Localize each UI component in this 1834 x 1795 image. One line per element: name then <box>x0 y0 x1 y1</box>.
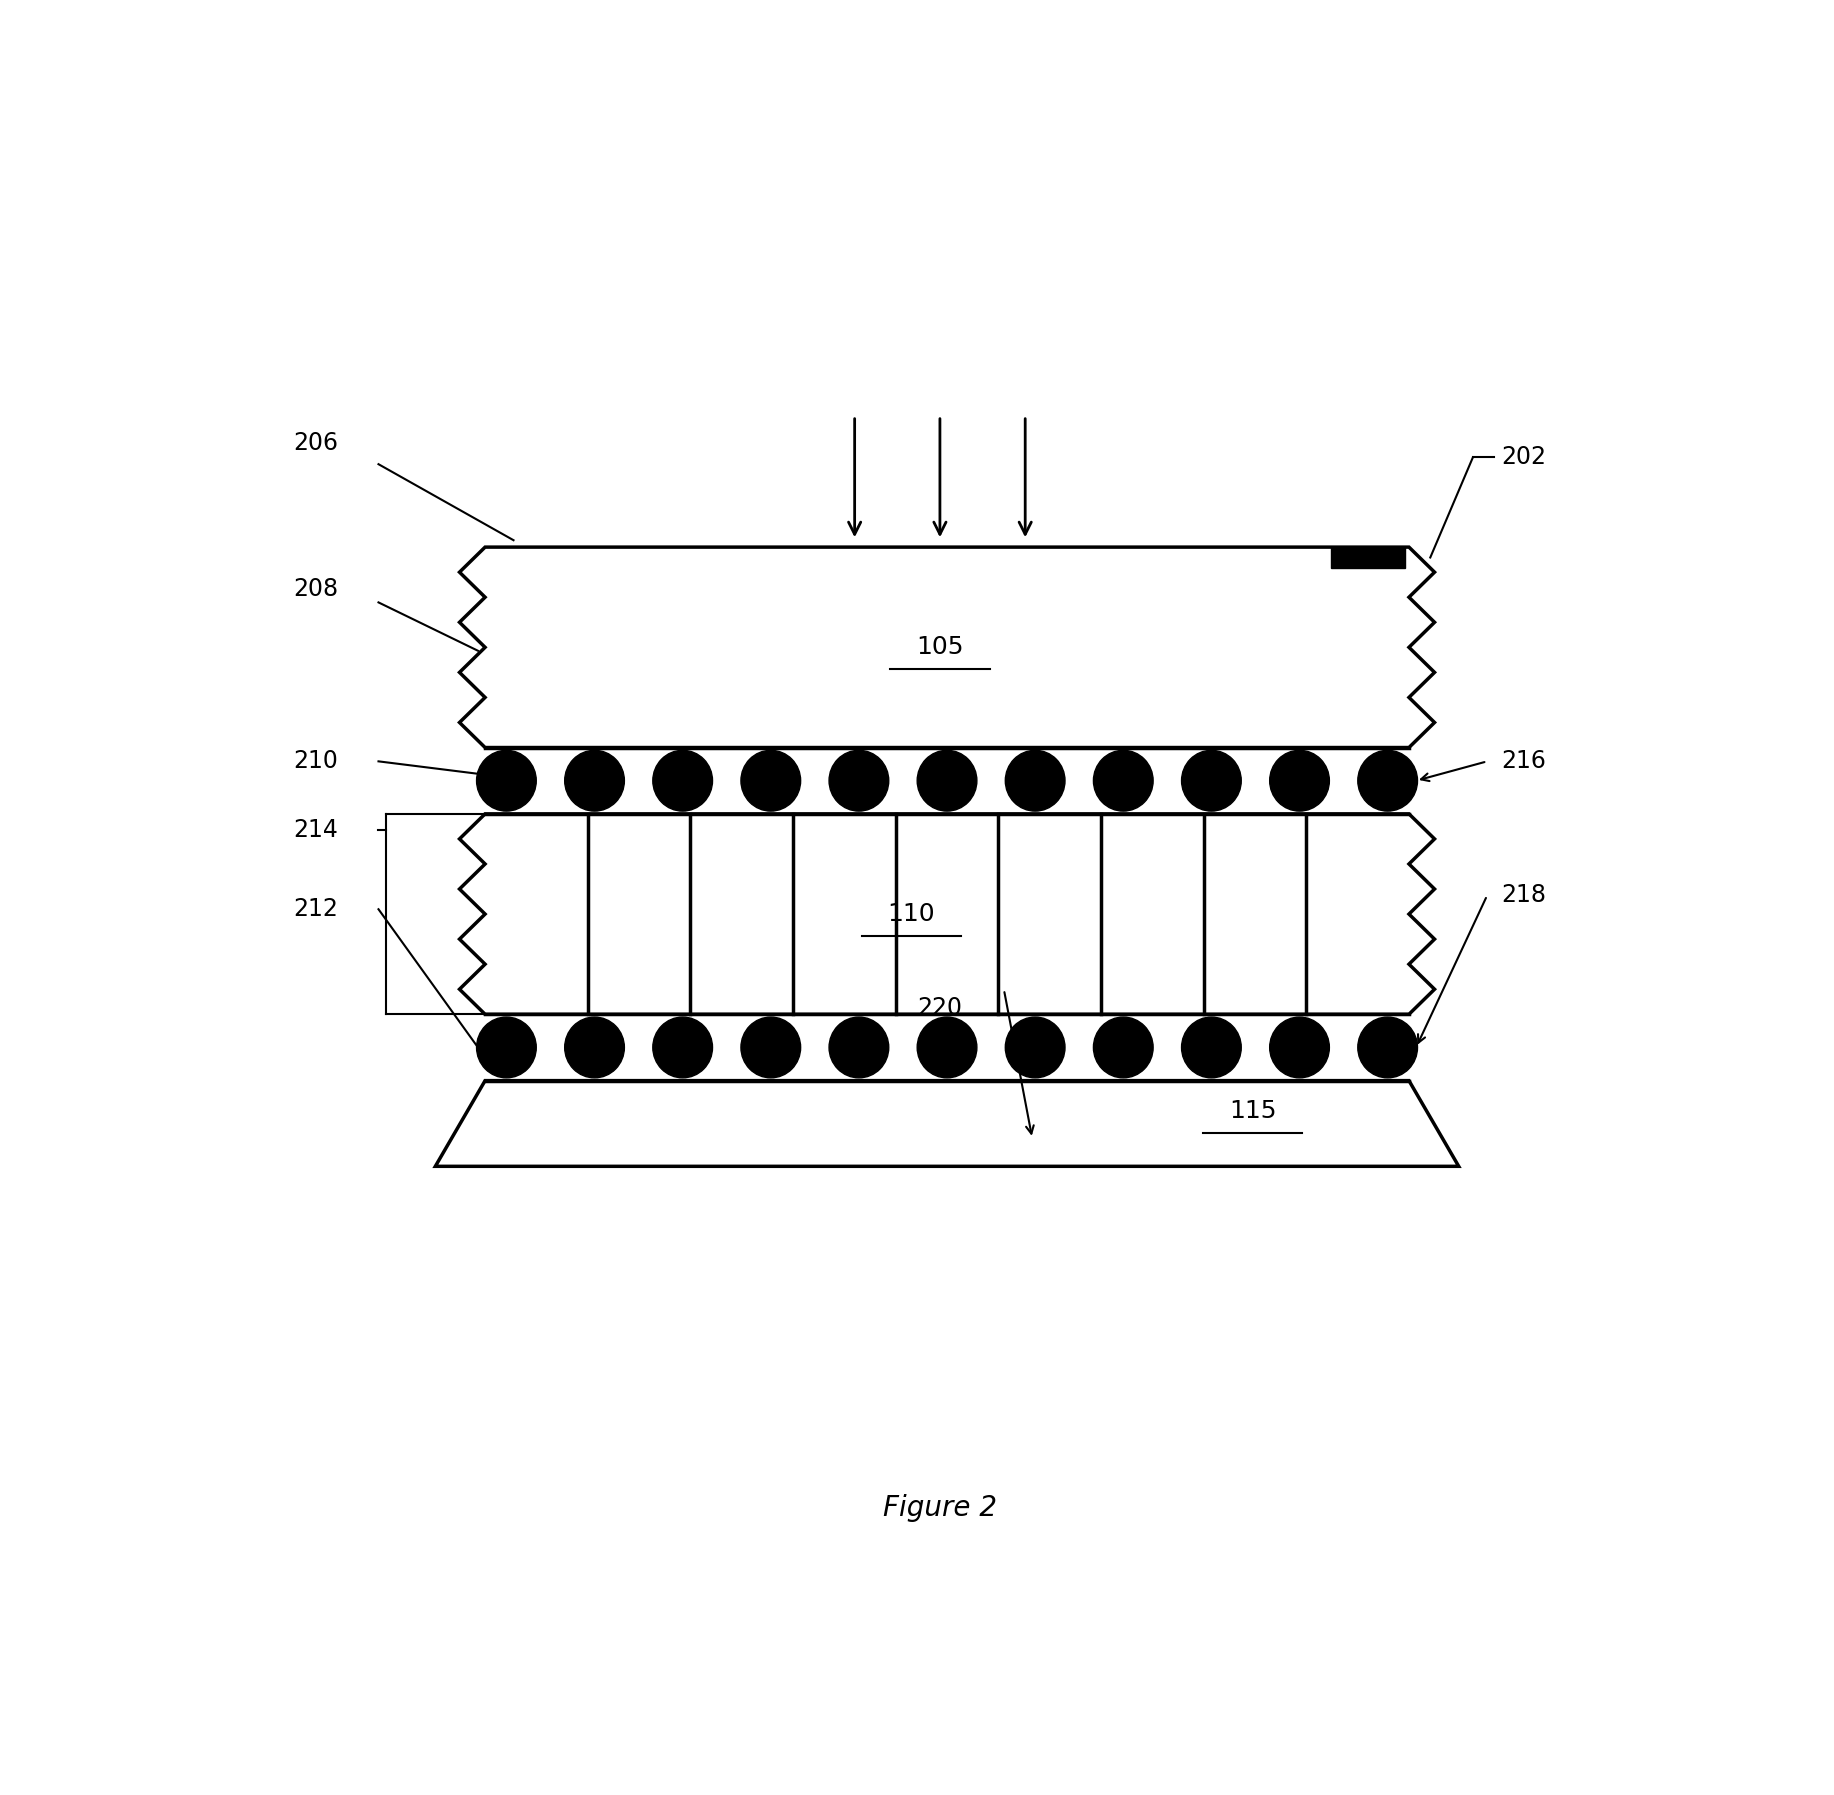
Ellipse shape <box>1269 750 1330 811</box>
Ellipse shape <box>565 1018 624 1077</box>
Text: 110: 110 <box>888 903 935 926</box>
Polygon shape <box>435 1081 1458 1167</box>
Ellipse shape <box>565 750 624 811</box>
Ellipse shape <box>1357 1018 1418 1077</box>
Text: 208: 208 <box>293 576 337 601</box>
Ellipse shape <box>1181 1018 1242 1077</box>
Ellipse shape <box>653 1018 712 1077</box>
Text: 210: 210 <box>293 749 337 774</box>
Ellipse shape <box>1269 1018 1330 1077</box>
Ellipse shape <box>1005 750 1066 811</box>
Ellipse shape <box>741 1018 801 1077</box>
Ellipse shape <box>1181 750 1242 811</box>
Text: 202: 202 <box>1502 445 1546 468</box>
Text: 218: 218 <box>1502 883 1546 908</box>
Ellipse shape <box>917 1018 978 1077</box>
Polygon shape <box>460 547 1434 747</box>
Ellipse shape <box>653 750 712 811</box>
Ellipse shape <box>829 750 889 811</box>
Text: 206: 206 <box>293 431 337 456</box>
Ellipse shape <box>1357 750 1418 811</box>
Ellipse shape <box>1005 1018 1066 1077</box>
Text: Figure 2: Figure 2 <box>882 1493 998 1522</box>
Text: 216: 216 <box>1502 749 1546 774</box>
Ellipse shape <box>829 1018 889 1077</box>
Ellipse shape <box>477 750 536 811</box>
Ellipse shape <box>1093 750 1154 811</box>
Ellipse shape <box>477 1018 536 1077</box>
Ellipse shape <box>917 750 978 811</box>
Ellipse shape <box>1093 1018 1154 1077</box>
Text: 105: 105 <box>917 635 963 659</box>
Text: 115: 115 <box>1229 1099 1276 1124</box>
Bar <box>1331 547 1405 567</box>
Text: 220: 220 <box>917 996 963 1020</box>
Ellipse shape <box>741 750 801 811</box>
Text: 214: 214 <box>293 819 337 842</box>
Text: 212: 212 <box>293 898 337 921</box>
Polygon shape <box>460 813 1434 1014</box>
